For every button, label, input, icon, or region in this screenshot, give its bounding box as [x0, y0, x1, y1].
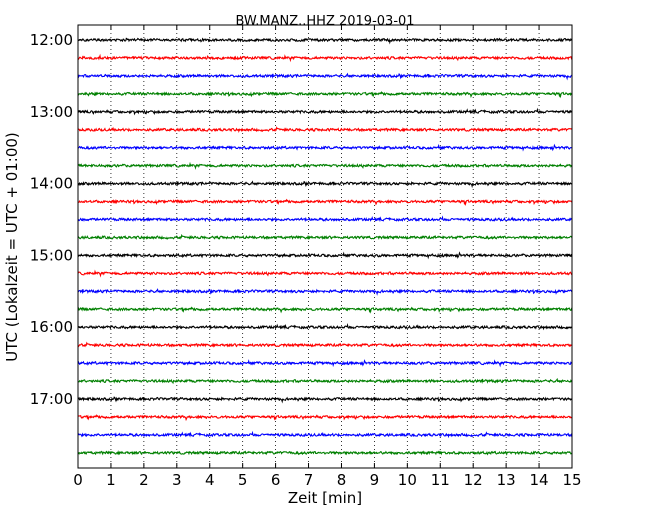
trace-1515 — [77, 269, 573, 278]
trace-1530 — [77, 288, 573, 296]
grid-lines — [110, 25, 540, 468]
x-tick-label: 11 — [431, 471, 450, 489]
x-tick-label: 5 — [238, 471, 248, 489]
trace-group — [77, 37, 573, 456]
x-tick-label: 7 — [304, 471, 314, 489]
x-axis-ticks: 0 1 2 3 4 5 6 7 8 9 10 11 12 13 14 15 — [73, 25, 582, 489]
x-tick-label: 4 — [205, 471, 215, 489]
trace-1230 — [77, 72, 573, 81]
x-tick-label: 2 — [139, 471, 149, 489]
y-tick-label: 16:00 — [30, 318, 73, 336]
y-axis-ticks: 12:00 13:00 14:00 15:00 16:00 17:00 — [30, 31, 572, 408]
trace-1415 — [77, 198, 573, 207]
x-tick-label: 14 — [530, 471, 549, 489]
y-tick-label: 17:00 — [30, 390, 73, 408]
trace-1345 — [77, 161, 573, 170]
trace-1315 — [77, 126, 573, 133]
y-tick-label: 12:00 — [30, 31, 73, 49]
y-tick-label: 13:00 — [30, 103, 73, 121]
trace-1545 — [77, 306, 573, 314]
y-tick-label: 15:00 — [30, 246, 73, 264]
trace-1445 — [77, 233, 573, 241]
trace-1730 — [77, 430, 573, 439]
x-tick-label: 12 — [464, 471, 483, 489]
x-tick-label: 15 — [562, 471, 581, 489]
trace-1745 — [77, 450, 573, 456]
trace-1500 — [77, 251, 573, 260]
trace-1600 — [77, 322, 573, 331]
x-tick-label: 1 — [106, 471, 116, 489]
x-tick-label: 10 — [398, 471, 417, 489]
trace-1430 — [77, 215, 573, 223]
x-tick-label: 9 — [370, 471, 380, 489]
trace-1245 — [77, 90, 573, 99]
trace-1715 — [77, 414, 573, 422]
x-tick-label: 13 — [497, 471, 516, 489]
trace-1330 — [77, 143, 573, 152]
x-tick-label: 8 — [337, 471, 347, 489]
trace-1215 — [77, 53, 573, 63]
chart-title: BW.MANZ..HHZ 2019-03-01 — [235, 14, 414, 29]
x-tick-label: 3 — [172, 471, 182, 489]
trace-1200 — [77, 37, 573, 45]
trace-1645 — [77, 377, 573, 385]
trace-1615 — [77, 341, 573, 348]
trace-1400 — [77, 180, 573, 189]
x-tick-label: 0 — [73, 471, 83, 489]
x-tick-label: 6 — [271, 471, 281, 489]
trace-1300 — [77, 107, 573, 116]
y-axis-label: UTC (Lokalzeit = UTC + 01:00) — [3, 132, 21, 362]
plot-frame — [77, 24, 573, 469]
trace-1630 — [77, 359, 573, 368]
trace-1700 — [77, 396, 573, 404]
y-tick-label: 14:00 — [30, 175, 73, 193]
x-axis-label: Zeit [min] — [288, 489, 362, 507]
